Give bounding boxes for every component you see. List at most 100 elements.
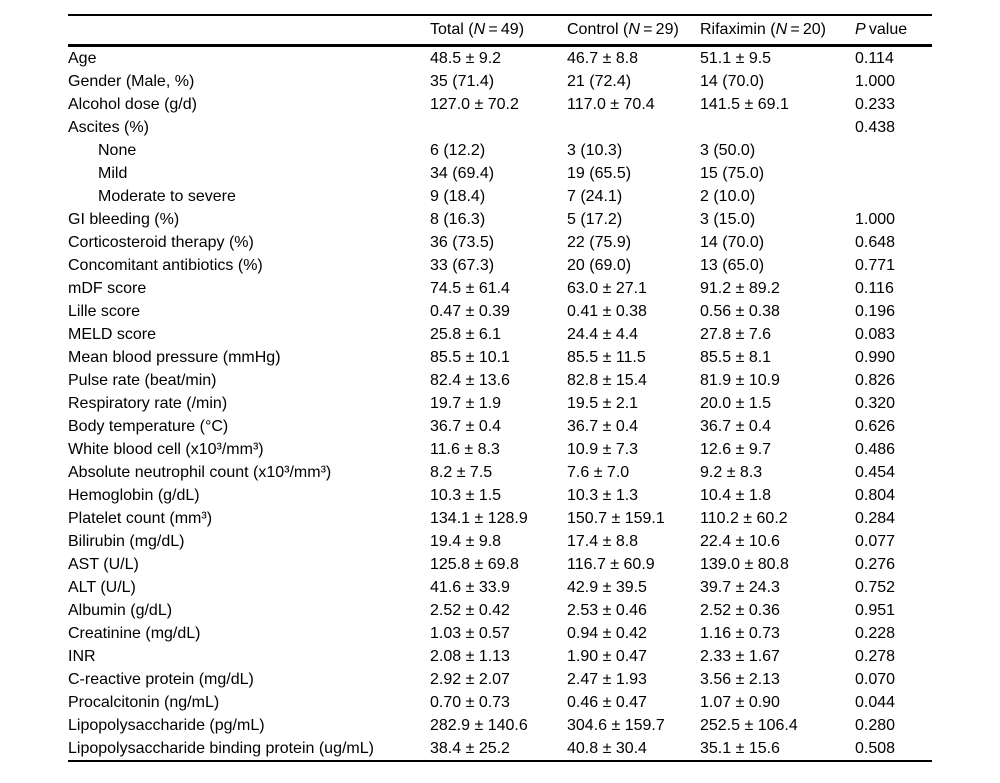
rifaximin-value-cell: 15 (75.0) [700,164,765,182]
control-value-cell: 63.0 ± 27.1 [567,279,647,297]
header-rifaximin-n: N [775,21,788,38]
variable-label-cell: GI bleeding (%) [68,210,180,228]
table-row: Pulse rate (beat/min) 82.4 ± 13.6 82.8 ±… [68,369,932,392]
rifaximin-value-cell: 14 (70.0) [700,233,765,251]
header-total-prefix: Total ( [430,21,474,38]
pvalue-cell: 0.228 [855,624,896,642]
variable-label-cell: mDF score [68,279,147,297]
rifaximin-value-cell: 85.5 ± 8.1 [700,348,772,366]
rifaximin-value-cell: 14 (70.0) [700,72,765,90]
column-header-pvalue: P value [855,15,932,47]
control-value-cell: 22 (75.9) [567,233,632,251]
control-value-cell: 7.6 ± 7.0 [567,463,630,481]
rifaximin-value-cell: 81.9 ± 10.9 [700,371,780,389]
column-header-rifaximin: Rifaximin (N = 20) [700,15,855,47]
rifaximin-value-cell: 22.4 ± 10.6 [700,532,780,550]
header-rifaximin-prefix: Rifaximin ( [700,21,776,38]
table-row: AST (U/L) 125.8 ± 69.8 116.7 ± 60.9 139.… [68,553,932,576]
header-rifaximin-suffix: = 20) [787,21,826,38]
variable-label-cell: ALT (U/L) [68,578,136,596]
pvalue-cell: 0.044 [855,693,896,711]
rifaximin-value-cell [700,116,855,139]
variable-label-cell: Ascites (%) [68,118,149,136]
variable-label-cell: Absolute neutrophil count (x10³/mm³) [68,463,332,481]
control-value-cell: 10.3 ± 1.3 [567,486,639,504]
header-p-italic: P [855,21,866,38]
variable-label-cell: Moderate to severe [98,187,236,205]
pvalue-cell [855,139,932,162]
table-row: Lille score 0.47 ± 0.39 0.41 ± 0.38 0.56… [68,300,932,323]
pvalue-cell: 0.114 [855,49,894,67]
variable-label-cell: Procalcitonin (ng/mL) [68,693,220,711]
control-value-cell: 117.0 ± 70.4 [567,95,655,113]
characteristics-table-container: Total (N = 49) Control (N = 29) Rifaximi… [68,14,932,762]
header-total-suffix: = 49) [485,21,525,38]
total-value-cell: 2.92 ± 2.07 [430,670,510,688]
rifaximin-value-cell: 13 (65.0) [700,256,765,274]
total-value-cell: 134.1 ± 128.9 [430,509,528,527]
control-value-cell: 36.7 ± 0.4 [567,417,639,435]
total-value-cell: 19.7 ± 1.9 [430,394,502,412]
control-value-cell: 19.5 ± 2.1 [567,394,639,412]
pvalue-cell [855,185,932,208]
control-value-cell: 46.7 ± 8.8 [567,49,639,67]
pvalue-cell: 0.280 [855,716,896,734]
variable-label-cell: Mild [98,164,128,182]
table-row: mDF score 74.5 ± 61.4 63.0 ± 27.1 91.2 ±… [68,277,932,300]
control-value-cell: 2.53 ± 0.46 [567,601,647,619]
rifaximin-value-cell: 1.16 ± 0.73 [700,624,780,642]
variable-label-cell: Lipopolysaccharide binding protein (ug/m… [68,739,374,757]
total-value-cell: 25.8 ± 6.1 [430,325,502,343]
total-value-cell: 125.8 ± 69.8 [430,555,519,573]
baseline-characteristics-table: Total (N = 49) Control (N = 29) Rifaximi… [68,14,932,762]
pvalue-cell: 0.196 [855,302,896,320]
total-value-cell: 11.6 ± 8.3 [430,440,500,458]
pvalue-cell: 1.000 [855,210,896,228]
total-value-cell: 19.4 ± 9.8 [430,532,502,550]
rifaximin-value-cell: 35.1 ± 15.6 [700,739,780,757]
control-value-cell: 304.6 ± 159.7 [567,716,665,734]
rifaximin-value-cell: 2.33 ± 1.67 [700,647,780,665]
rifaximin-value-cell: 3.56 ± 2.13 [700,670,780,688]
control-value-cell [567,116,700,139]
table-row: Procalcitonin (ng/mL) 0.70 ± 0.73 0.46 ±… [68,691,932,714]
table-row: Ascites (%) 0.438 [68,116,932,139]
pvalue-cell: 0.454 [855,463,896,481]
table-row: Alcohol dose (g/d) 127.0 ± 70.2 117.0 ± … [68,93,932,116]
total-value-cell: 38.4 ± 25.2 [430,739,510,757]
pvalue-cell: 0.826 [855,371,896,389]
variable-label-cell: Albumin (g/dL) [68,601,173,619]
pvalue-cell: 0.951 [855,601,896,619]
header-control-n: N [628,21,640,38]
variable-label-cell: C-reactive protein (mg/dL) [68,670,254,688]
pvalue-cell: 0.233 [855,95,896,113]
table-row: Creatinine (mg/dL) 1.03 ± 0.57 0.94 ± 0.… [68,622,932,645]
pvalue-cell: 0.116 [855,279,894,297]
table-row: ALT (U/L) 41.6 ± 33.9 42.9 ± 39.5 39.7 ±… [68,576,932,599]
total-value-cell: 33 (67.3) [430,256,495,274]
total-value-cell: 127.0 ± 70.2 [430,95,519,113]
pvalue-cell [855,162,932,185]
control-value-cell: 7 (24.1) [567,187,623,205]
column-header-control: Control (N = 29) [567,15,700,47]
variable-label-cell: Body temperature (°C) [68,417,229,435]
table-row: None 6 (12.2) 3 (10.3) 3 (50.0) [68,139,932,162]
variable-label-cell: Platelet count (mm³) [68,509,213,527]
control-value-cell: 82.8 ± 15.4 [567,371,647,389]
variable-label-cell: Pulse rate (beat/min) [68,371,217,389]
header-total-n: N [473,21,486,38]
pvalue-cell: 0.284 [855,509,896,527]
table-row: Age 48.5 ± 9.2 46.7 ± 8.8 51.1 ± 9.5 0.1… [68,46,932,71]
rifaximin-value-cell: 91.2 ± 89.2 [700,279,780,297]
pvalue-cell: 1.000 [855,72,896,90]
control-value-cell: 2.47 ± 1.93 [567,670,647,688]
pvalue-cell: 0.486 [855,440,896,458]
table-row: Mild 34 (69.4) 19 (65.5) 15 (75.0) [68,162,932,185]
total-value-cell: 36.7 ± 0.4 [430,417,502,435]
table-row: Platelet count (mm³) 134.1 ± 128.9 150.7… [68,507,932,530]
pvalue-cell: 0.648 [855,233,896,251]
pvalue-cell: 0.990 [855,348,896,366]
control-value-cell: 19 (65.5) [567,164,632,182]
variable-label-cell: Respiratory rate (/min) [68,394,228,412]
header-control-prefix: Control ( [567,21,629,38]
